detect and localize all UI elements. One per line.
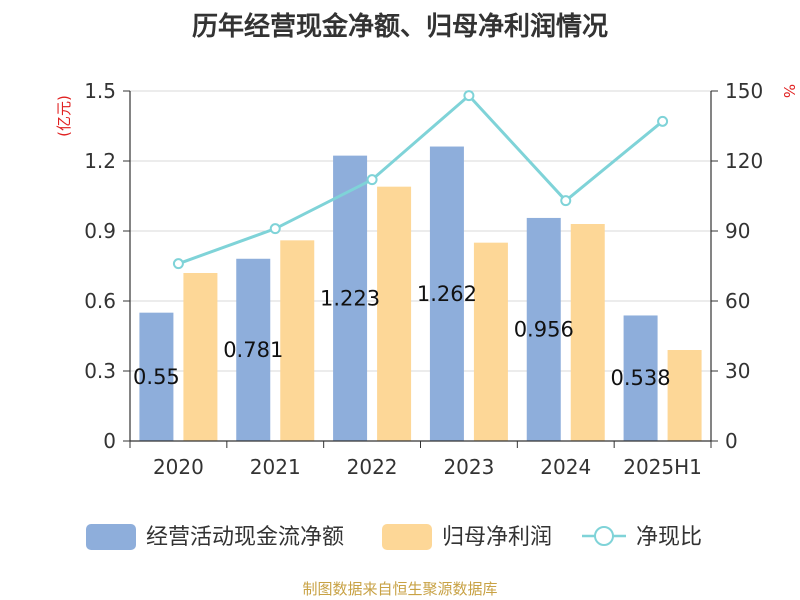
bar-net-profit [183, 273, 218, 441]
y-left-tick-label: 0.3 [84, 359, 116, 383]
data-labels-group: 0.55 0.781 1.223 1.262 0.956 0.538 [133, 282, 671, 390]
bar-cash-flow [429, 146, 464, 442]
legend-label: 经营活动现金流净额 [146, 525, 344, 550]
bar-data-label: 0.55 [133, 365, 180, 389]
legend: 经营活动现金流净额 归母净利润 净现比 [86, 524, 702, 550]
y-left-tick-label: 1.5 [84, 79, 116, 103]
line-point [172, 258, 184, 270]
y-right-tick-label: 150 [725, 79, 763, 103]
x-tick-label: 2021 [250, 455, 301, 479]
axes-group: 0 0.3 0.6 0.9 1.2 1.5 0 30 60 90 120 150 (亿元)% 2020 20… [55, 79, 798, 479]
line-point [269, 223, 281, 235]
legend-label: 归母净利润 [442, 525, 552, 550]
x-tick-label: 2023 [443, 455, 494, 479]
bar-data-label: 0.538 [611, 366, 671, 390]
y-right-axis-label: % [780, 84, 798, 98]
line-point [657, 115, 669, 127]
line-point [560, 195, 572, 207]
y-right-tick-label: 60 [725, 289, 750, 313]
bar-net-profit [667, 350, 702, 441]
y-left-tick-label: 0.9 [84, 219, 116, 243]
y-right-tick-label: 120 [725, 149, 763, 173]
chart-source: 制图数据来自恒生聚源数据库 [302, 580, 498, 598]
bar-cash-flow [526, 217, 561, 441]
y-right-tick-label: 90 [725, 219, 750, 243]
legend-label: 净现比 [636, 525, 702, 550]
bar-data-label: 0.781 [223, 338, 283, 362]
bar-data-label: 0.956 [514, 317, 574, 341]
legend-swatch-marker [594, 526, 614, 546]
bar-net-profit [377, 186, 412, 441]
grid-lines [130, 90, 711, 372]
x-tick-label: 2024 [540, 455, 591, 479]
line-group [172, 90, 669, 270]
bar-cash-flow [623, 315, 658, 441]
x-tick-label: 2020 [153, 455, 204, 479]
y-right-tick-label: 30 [725, 359, 750, 383]
line-point [463, 90, 475, 102]
line-point [366, 174, 378, 186]
legend-item: 归母净利润 [382, 524, 552, 550]
bar-data-label: 1.223 [320, 286, 380, 310]
y-left-axis-label: (亿元) [55, 95, 73, 137]
legend-swatch-cash-flow [86, 524, 136, 550]
x-tick-label: 2022 [347, 455, 398, 479]
y-right-tick-label: 0 [725, 429, 738, 453]
bar-net-profit [570, 224, 605, 441]
y-left-tick-label: 0.6 [84, 289, 116, 313]
bar-cash-flow [333, 155, 368, 441]
bar-net-profit [280, 240, 315, 441]
bars-group [139, 146, 702, 442]
bar-data-label: 1.262 [417, 282, 477, 306]
bar-cash-flow [139, 312, 174, 441]
y-left-tick-label: 0 [103, 429, 116, 453]
x-tick-label: 2025H1 [623, 455, 702, 479]
legend-item: 经营活动现金流净额 [86, 524, 344, 550]
legend-item: 净现比 [582, 525, 702, 550]
y-left-tick-label: 1.2 [84, 149, 116, 173]
bar-cash-flow [236, 258, 271, 441]
line-net-cash-ratio [177, 93, 664, 266]
chart-title: 历年经营现金净额、归母净利润情况 [191, 12, 608, 42]
legend-swatch-net-profit [382, 524, 432, 550]
bar-net-profit [473, 242, 508, 441]
